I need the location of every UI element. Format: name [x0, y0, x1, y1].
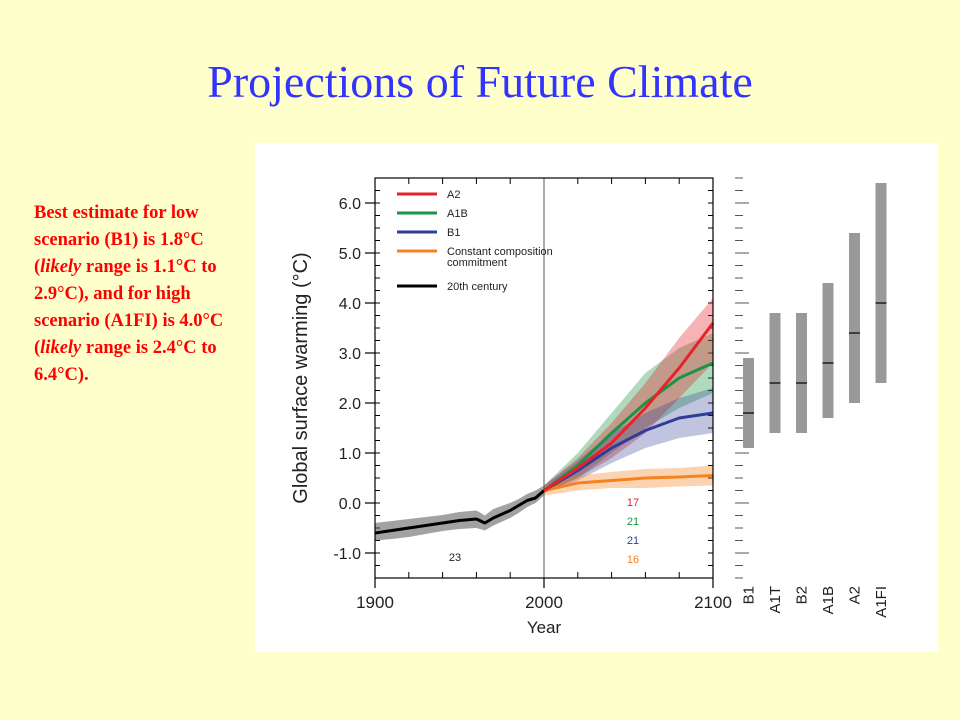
- legend-label-B1: B1: [447, 227, 460, 239]
- y-tick-label: 0.0: [339, 496, 361, 513]
- series-line-B1: [543, 411, 714, 492]
- y-tick-label: 2.0: [339, 396, 361, 413]
- range-bar-A1FI: [875, 183, 887, 383]
- x-tick-label: 1900: [356, 593, 394, 612]
- series-line-century20: [374, 489, 545, 535]
- legend-label-commitment: commitment: [447, 257, 507, 269]
- legend-label-A1B: A1B: [447, 208, 468, 220]
- model-count-B1: 21: [627, 535, 639, 547]
- climate-projection-chart: 1900 2000 2100 -1.0 0.0 1.0 2.0 3.0 4.0 5.0 6.0 Yea…: [290, 177, 890, 637]
- note-text: Best estimate for low scenario (B1) is 1…: [34, 203, 204, 277]
- note-text: range is 1.1°C to 2.9°C), and for high s…: [34, 257, 224, 358]
- scenario-label: A2: [847, 586, 864, 604]
- x-tick-label: 2000: [525, 593, 563, 612]
- range-bar-A2: [849, 233, 860, 403]
- chart-panel: 1900 2000 2100 -1.0 0.0 1.0 2.0 3.0 4.0 5.0 6.0 Yea…: [255, 143, 938, 652]
- scenario-label: A1T: [767, 586, 784, 614]
- range-bar-A1B: [822, 283, 834, 418]
- model-count-century20: 23: [449, 552, 461, 564]
- y-tick-label: 6.0: [339, 196, 361, 213]
- model-count-A2: 17: [627, 497, 639, 509]
- band-A2: [544, 298, 713, 493]
- scenario-label: B1: [741, 586, 758, 604]
- page-title: Projections of Future Climate: [207, 56, 753, 107]
- legend-label-A2: A2: [447, 189, 460, 201]
- scenario-label: A1B: [820, 586, 837, 614]
- y-tick-label: 1.0: [339, 446, 361, 463]
- model-count-A1B: 21: [627, 516, 639, 528]
- scenario-label: B2: [794, 586, 811, 604]
- y-tick-label: 4.0: [339, 296, 361, 313]
- note-emphasis: likely: [40, 338, 82, 358]
- y-tick-label: -1.0: [333, 546, 361, 563]
- scenario-label: A1FI: [873, 586, 890, 618]
- model-count-commitment: 16: [627, 554, 639, 566]
- range-bar-A1T: [769, 313, 781, 433]
- range-bar-B2: [796, 313, 807, 433]
- y-tick-label: 3.0: [339, 346, 361, 363]
- series-line-A1B: [543, 361, 714, 492]
- series-line-commitment: [543, 474, 714, 492]
- band-A1B: [544, 333, 713, 493]
- band-century20: [375, 485, 544, 541]
- x-axis-label: Year: [527, 618, 562, 637]
- note-emphasis: likely: [40, 257, 82, 277]
- summary-note: Best estimate for low scenario (B1) is 1…: [34, 200, 244, 389]
- y-axis-label: Global surface warming (°C): [290, 252, 312, 503]
- note-text: range is 2.4°C to 6.4°C).: [34, 338, 217, 385]
- y-tick-label: 5.0: [339, 246, 361, 263]
- legend-label-commitment: Constant composition: [447, 246, 553, 258]
- series-line-A2: [543, 322, 715, 492]
- legend-label-century20: 20th century: [447, 281, 508, 293]
- range-bar-B1: [743, 358, 754, 448]
- x-tick-label: 2100: [694, 593, 732, 612]
